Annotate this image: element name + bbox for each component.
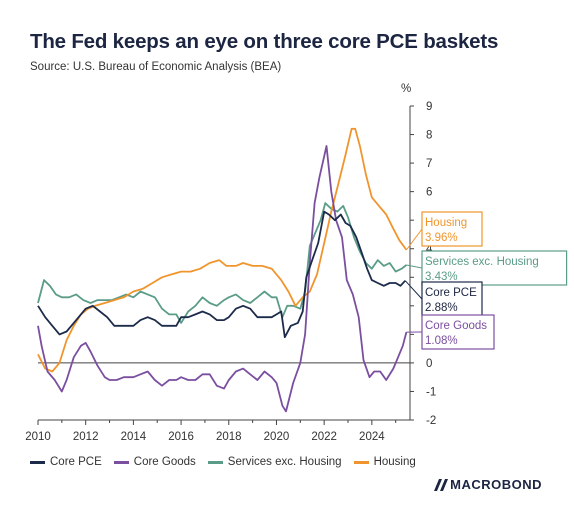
end-label-box bbox=[421, 211, 483, 247]
macrobond-logo: MACROBOND bbox=[434, 477, 542, 492]
x-tick-label: 2016 bbox=[168, 431, 194, 443]
legend-label: Services exc. Housing bbox=[227, 456, 342, 468]
end-label-leader bbox=[404, 280, 423, 300]
end-label-core-pce: Core PCE 2.88% bbox=[404, 280, 483, 317]
legend: Core PCE Core Goods Services exc. Housin… bbox=[30, 456, 416, 468]
end-label-name: Core PCE bbox=[425, 287, 477, 299]
legend-item-services-exc-housing: Services exc. Housing bbox=[207, 456, 342, 468]
legend-item-core-pce: Core PCE bbox=[30, 456, 102, 468]
series-line-services-exc-housing bbox=[37, 202, 407, 324]
end-label-box bbox=[421, 314, 495, 350]
series-line-core-goods bbox=[37, 145, 408, 413]
legend-item-housing: Housing bbox=[353, 456, 416, 468]
y-tick-label: -1 bbox=[426, 386, 436, 398]
y-tick-label: 6 bbox=[426, 187, 432, 199]
legend-item-core-goods: Core Goods bbox=[113, 456, 196, 468]
end-label-core-goods: Core Goods 1.08% bbox=[406, 314, 495, 350]
legend-label: Housing bbox=[373, 456, 416, 468]
end-label-name: Core Goods bbox=[425, 320, 487, 332]
y-tick-label: 7 bbox=[426, 158, 432, 170]
y-tick-label: 8 bbox=[426, 130, 432, 142]
legend-swatch bbox=[207, 460, 223, 464]
y-tick-label: 4 bbox=[426, 244, 433, 256]
end-label-housing: Housing 3.96% bbox=[406, 211, 483, 251]
end-label-services-exc-housing: Services exc. Housing 3.43% bbox=[406, 250, 568, 286]
legend-swatch bbox=[113, 460, 129, 464]
y-tick-label: 0 bbox=[426, 358, 432, 370]
legend-swatch bbox=[30, 460, 45, 464]
end-label-leader bbox=[406, 264, 423, 269]
chart-title: The Fed keeps an eye on three core PCE b… bbox=[30, 30, 499, 53]
end-label-value: 2.88% bbox=[425, 302, 458, 314]
legend-label: Core Goods bbox=[133, 456, 196, 468]
y-unit-label: % bbox=[401, 83, 411, 95]
x-tick-label: 2018 bbox=[216, 431, 242, 443]
end-label-value: 3.96% bbox=[425, 232, 458, 244]
end-label-leader bbox=[406, 228, 423, 251]
legend-label: Core PCE bbox=[50, 456, 102, 468]
x-tick-label: 2012 bbox=[73, 431, 99, 443]
end-label-value: 1.08% bbox=[425, 335, 458, 347]
end-label-name: Services exc. Housing bbox=[425, 256, 539, 268]
x-tick-label: 2022 bbox=[311, 431, 337, 443]
y-tick-label: 9 bbox=[426, 101, 432, 113]
end-label-value: 3.43% bbox=[425, 271, 458, 283]
x-tick-label: 2020 bbox=[264, 431, 290, 443]
legend-swatch bbox=[353, 460, 369, 464]
logo-text: MACROBOND bbox=[450, 477, 542, 492]
logo-mark-icon bbox=[434, 478, 449, 491]
chart-subtitle: Source: U.S. Bureau of Economic Analysis… bbox=[30, 61, 282, 73]
end-label-box bbox=[421, 281, 483, 317]
chart-axes: -2-10123456789%2010201220142016201820202… bbox=[25, 83, 436, 443]
x-tick-label: 2014 bbox=[121, 431, 147, 443]
x-tick-label: 2024 bbox=[359, 431, 385, 443]
end-label-name: Housing bbox=[425, 217, 467, 229]
y-tick-label: -2 bbox=[426, 415, 436, 427]
chart-series bbox=[37, 127, 408, 413]
x-tick-label: 2010 bbox=[25, 431, 51, 443]
series-line-housing bbox=[37, 127, 408, 373]
series-line-core-pce bbox=[37, 210, 406, 339]
